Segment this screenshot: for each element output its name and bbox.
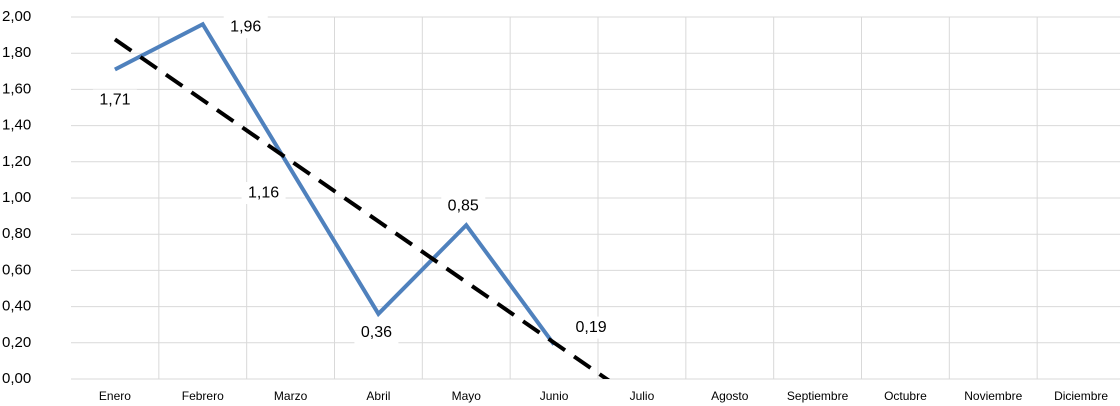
trendline — [113, 37, 611, 379]
y-tick-label: 1,80 — [2, 44, 31, 61]
x-tick-label: Marzo — [274, 389, 308, 403]
x-tick-label: Mayo — [452, 389, 482, 403]
x-tick-label: Febrero — [182, 389, 224, 403]
x-tick-label: Agosto — [711, 389, 749, 403]
data-label-bg — [354, 321, 399, 344]
y-tick-label: 1,00 — [2, 189, 31, 206]
data-label: 1,71 — [99, 92, 130, 109]
data-label: 0,85 — [448, 197, 479, 214]
y-tick-label: 1,20 — [2, 153, 31, 170]
y-tick-label: 0,00 — [2, 370, 31, 387]
x-tick-label: Noviembre — [964, 389, 1022, 403]
y-tick-label: 2,00 — [2, 8, 31, 25]
x-tick-label: Septiembre — [787, 389, 849, 403]
data-label-bg — [223, 16, 268, 39]
y-tick-label: 0,40 — [2, 298, 31, 315]
data-label-bg — [569, 316, 614, 339]
y-tick-label: 1,40 — [2, 117, 31, 134]
data-label-bg — [441, 195, 486, 218]
y-tick-label: 0,20 — [2, 334, 31, 351]
data-label: 1,96 — [230, 18, 261, 35]
x-tick-label: Julio — [630, 389, 655, 403]
data-label: 0,36 — [361, 324, 392, 341]
x-tick-label: Enero — [99, 389, 131, 403]
data-label: 0,19 — [576, 319, 607, 336]
x-tick-label: Junio — [540, 389, 569, 403]
y-tick-label: 1,60 — [2, 80, 31, 97]
y-tick-label: 0,80 — [2, 225, 31, 242]
data-label-bg — [92, 89, 137, 112]
series-line — [114, 21, 556, 346]
data-label: 1,16 — [248, 184, 279, 201]
trendline-clip — [113, 37, 611, 379]
y-tick-label: 0,60 — [2, 261, 31, 278]
x-tick-label: Diciembre — [1054, 389, 1108, 403]
x-tick-label: Abril — [366, 389, 390, 403]
data-label-bg — [241, 182, 286, 205]
x-tick-label: Octubre — [884, 389, 927, 403]
